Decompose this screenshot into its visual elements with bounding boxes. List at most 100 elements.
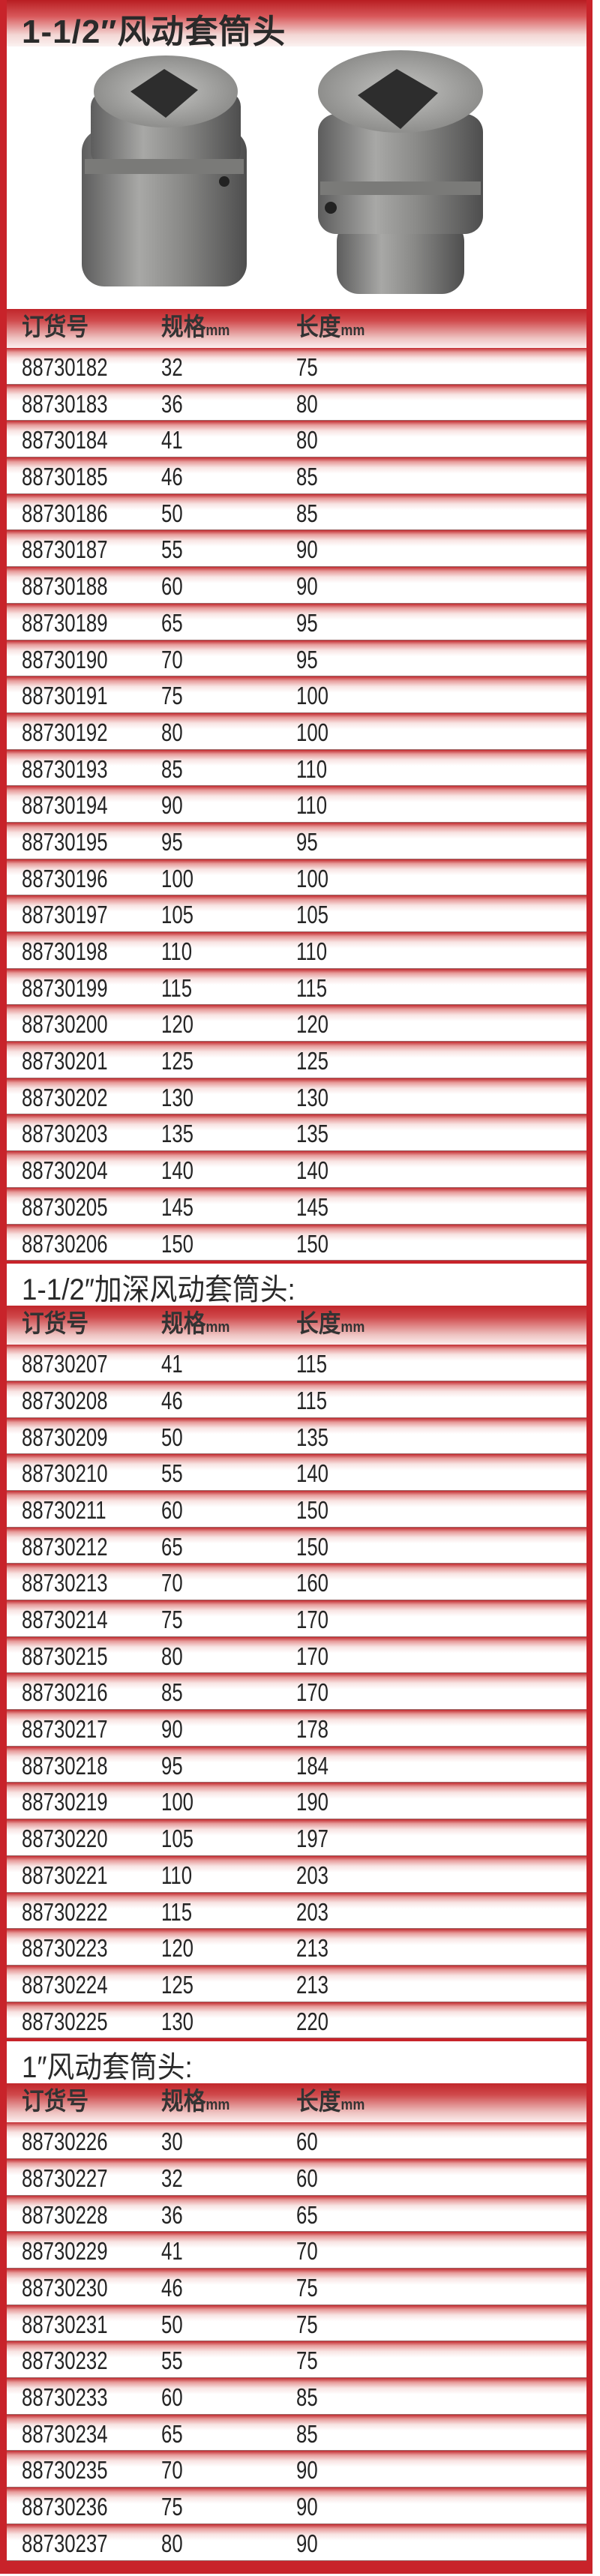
cell-length: 213 [296,1970,328,1999]
table-row: 88730220 105 197 [7,1819,586,1856]
header-size-label: 规格 [161,1309,206,1338]
table-row: 88730222 115 203 [7,1892,586,1930]
cell-order-no: 88730220 [22,1825,108,1853]
cell-order-no: 88730225 [22,2007,108,2035]
cell-order-no: 88730209 [22,1423,108,1451]
cell-size: 85 [161,754,183,783]
cell-size: 80 [161,1642,183,1670]
cell-order-no: 88730191 [22,682,108,710]
cell-size: 41 [161,1350,183,1378]
cell-size: 36 [161,389,183,418]
header-length-label: 长度 [296,2087,341,2116]
table-row: 88730197 105 105 [7,895,586,932]
header-size-unit: mm [206,2097,230,2114]
cell-size: 60 [161,572,183,601]
cell-size: 95 [161,827,183,856]
cell-size: 80 [161,2529,183,2557]
cell-length: 70 [296,2237,318,2266]
table-row: 88730204 140 140 [7,1151,586,1188]
cell-order-no: 88730232 [22,2347,108,2375]
cell-order-no: 88730221 [22,1861,108,1889]
table-row: 88730231 50 75 [7,2305,586,2342]
cell-length: 90 [296,535,318,564]
cell-size: 65 [161,1532,183,1561]
table-header: 订货号 规格mm 长度mm [7,2082,586,2123]
header-size: 规格mm [161,1309,230,1342]
header-size-unit: mm [206,322,230,339]
cell-size: 90 [161,1715,183,1744]
cell-length: 60 [296,2128,318,2156]
cell-length: 115 [296,1350,328,1378]
cell-size: 50 [161,499,183,527]
cell-size: 115 [161,973,193,1002]
cell-size: 55 [161,2347,183,2375]
table-row: 88730232 55 75 [7,2341,586,2379]
cell-length: 110 [296,754,328,783]
cell-length: 203 [296,1897,328,1926]
socket-right [318,50,483,294]
header-size-unit: mm [206,1319,230,1336]
cell-order-no: 88730189 [22,608,108,637]
cell-order-no: 88730207 [22,1350,108,1378]
cell-length: 135 [296,1120,328,1148]
table-row: 88730186 50 85 [7,493,586,531]
cell-length: 85 [296,2419,318,2448]
table-row: 88730206 150 150 [7,1224,586,1261]
header-order-no: 订货号 [22,2087,89,2116]
cell-size: 130 [161,2007,194,2035]
cell-size: 80 [161,718,183,746]
cell-order-no: 88730216 [22,1678,108,1707]
cell-size: 95 [161,1751,183,1780]
table-row: 88730230 46 75 [7,2269,586,2305]
cell-length: 140 [296,1459,328,1488]
cell-size: 125 [161,1047,194,1075]
cell-order-no: 88730187 [22,535,108,564]
cell-size: 90 [161,791,183,820]
cell-length: 90 [296,572,318,601]
cell-size: 65 [161,2419,183,2448]
cell-size: 46 [161,2274,183,2302]
cell-length: 197 [296,1825,328,1853]
table-row: 88730234 65 85 [7,2414,586,2452]
cell-order-no: 88730204 [22,1156,108,1185]
cell-order-no: 88730212 [22,1532,108,1561]
cell-size: 60 [161,1495,183,1524]
cell-order-no: 88730237 [22,2529,108,2557]
table-row: 88730205 145 145 [7,1187,586,1225]
cell-size: 75 [161,2493,183,2521]
cell-length: 115 [296,973,328,1002]
cell-size: 75 [161,1606,183,1633]
table-row: 88730195 95 95 [7,822,586,859]
table-row: 88730194 90 110 [7,786,586,823]
table-row: 88730227 32 60 [7,2158,586,2196]
cell-length: 110 [296,937,328,965]
header-length: 长度mm [296,312,364,346]
cell-length: 184 [296,1751,328,1780]
product-photo [7,46,586,307]
table-row: 88730187 55 90 [7,530,586,568]
cell-order-no: 88730222 [22,1897,108,1926]
cell-order-no: 88730236 [22,2493,108,2521]
cell-length: 170 [296,1642,328,1670]
cell-order-no: 88730208 [22,1386,108,1414]
cell-length: 160 [296,1569,328,1597]
cell-order-no: 88730226 [22,2128,108,2156]
section-title: 1-1/2″风动套筒头 [22,13,286,50]
table-row: 88730214 75 170 [7,1600,586,1637]
table-row: 88730185 46 85 [7,457,586,494]
catalog-content: 1-1/2″风动套筒头 [7,0,586,2561]
cell-length: 95 [296,645,318,673]
section-title-bar: 1″风动套筒头: [7,2038,586,2084]
table-row: 88730229 41 70 [7,2232,586,2269]
table-row: 88730215 80 170 [7,1636,586,1674]
cell-order-no: 88730185 [22,463,108,491]
table-row: 88730233 60 85 [7,2378,586,2415]
table-row: 88730235 70 90 [7,2451,586,2488]
cell-length: 203 [296,1861,328,1889]
table-row: 88730202 130 130 [7,1078,586,1115]
cell-order-no: 88730200 [22,1010,108,1039]
cell-length: 125 [296,1047,328,1075]
cell-size: 105 [161,1825,194,1853]
table-row: 88730226 30 60 [7,2122,586,2159]
cell-size: 70 [161,2456,183,2485]
